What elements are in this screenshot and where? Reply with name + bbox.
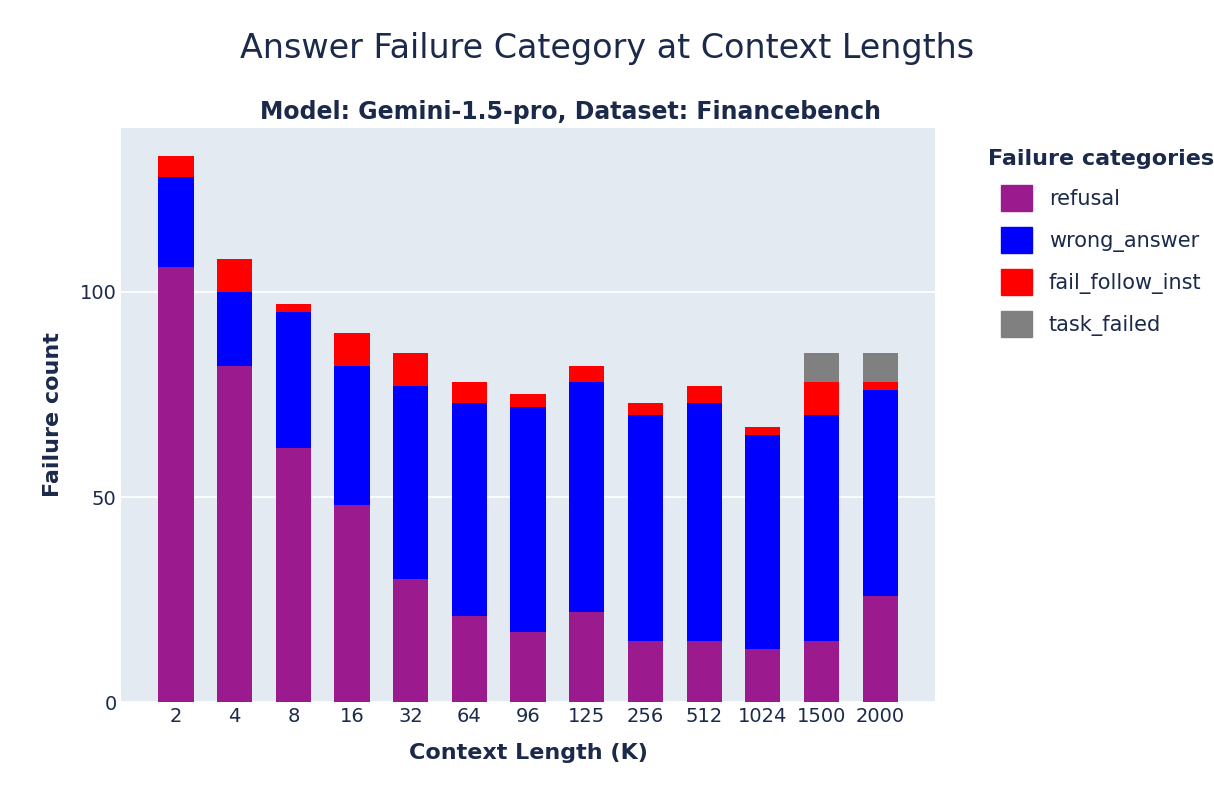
Bar (863, 595, 898, 702)
Bar (804, 415, 839, 641)
Bar (217, 365, 253, 702)
Bar (745, 436, 781, 649)
Bar (804, 382, 839, 415)
Bar (334, 365, 369, 505)
Bar (687, 641, 722, 702)
Bar (276, 304, 311, 312)
Bar (510, 407, 546, 633)
Bar (158, 177, 193, 267)
Bar (393, 386, 429, 579)
Text: Model: Gemini-1.5-pro, Dataset: Financebench: Model: Gemini-1.5-pro, Dataset: Financeb… (260, 100, 881, 124)
Bar (804, 641, 839, 702)
Bar (217, 259, 253, 292)
Bar (687, 386, 722, 403)
Bar (804, 354, 839, 382)
Bar (628, 415, 663, 641)
Bar (863, 354, 898, 382)
Bar (863, 382, 898, 390)
Legend: refusal, wrong_answer, fail_follow_inst, task_failed: refusal, wrong_answer, fail_follow_inst,… (977, 138, 1214, 347)
Bar (510, 394, 546, 407)
Bar (334, 505, 369, 702)
Bar (452, 382, 487, 403)
Bar (393, 579, 429, 702)
Bar (158, 267, 193, 702)
Bar (276, 448, 311, 702)
Bar (569, 612, 605, 702)
Bar (628, 403, 663, 415)
Bar (276, 312, 311, 448)
X-axis label: Context Length (K): Context Length (K) (409, 743, 647, 763)
Bar (452, 403, 487, 616)
Y-axis label: Failure count: Failure count (42, 333, 63, 497)
Bar (687, 403, 722, 641)
Bar (569, 365, 605, 382)
Bar (510, 633, 546, 702)
Bar (158, 156, 193, 177)
Bar (628, 641, 663, 702)
Bar (452, 616, 487, 702)
Bar (334, 333, 369, 365)
Bar (393, 354, 429, 386)
Bar (745, 649, 781, 702)
Bar (745, 427, 781, 436)
Bar (569, 382, 605, 612)
Bar (863, 390, 898, 595)
Bar (217, 292, 253, 365)
Text: Answer Failure Category at Context Lengths: Answer Failure Category at Context Lengt… (240, 32, 974, 65)
